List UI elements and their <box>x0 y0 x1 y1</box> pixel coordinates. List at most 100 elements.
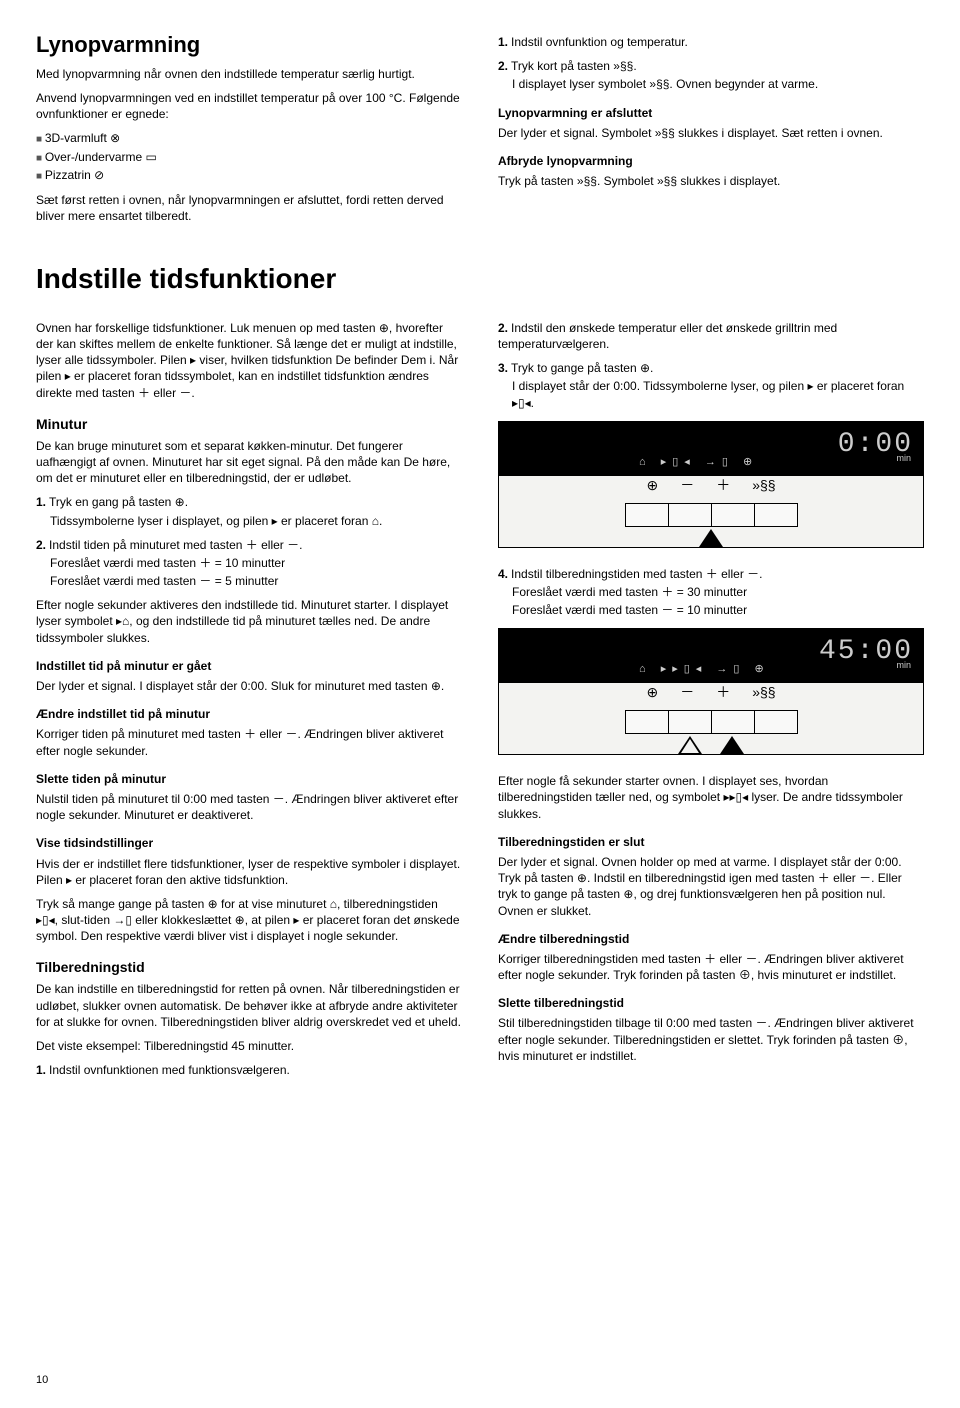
button[interactable] <box>669 711 712 733</box>
step-num: 3. <box>498 361 508 375</box>
step-sub: Tidssymbolerne lyser i displayet, og pil… <box>50 513 462 529</box>
tilberedningstid-heading: Tilberedningstid <box>36 958 462 977</box>
arrow-indicators <box>699 529 723 547</box>
lynop-abort-heading: Afbryde lynopvarmning <box>498 153 924 169</box>
step-text: Tryk to gange på tasten ⊕. <box>511 361 653 375</box>
step-num: 2. <box>498 59 508 73</box>
arrow-indicators <box>678 736 744 754</box>
text: Der lyder et signal. Symbolet <box>498 126 655 140</box>
step-sub: I displayet står der 0:00. Tidssymbolern… <box>512 378 924 410</box>
minus-icon: － <box>680 476 694 495</box>
lynop-p2: Anvend lynopvarmningen ved en indstillet… <box>36 90 462 122</box>
tilb-steps-right-b: 4.Indstil tilberedningstiden med tasten … <box>498 566 924 619</box>
tidsfunktioner-title: Indstille tidsfunktioner <box>36 260 924 298</box>
minutur-change-heading: Ændre indstillet tid på minutur <box>36 706 462 722</box>
right-column: 2.Indstil den ønskede temperatur eller d… <box>498 316 924 1086</box>
button[interactable] <box>712 504 755 526</box>
lynop-p3: Sæt først retten i ovnen, når lynopvarmn… <box>36 192 462 224</box>
list-item: Over-/undervarme ▭ <box>36 149 462 166</box>
arrow-up-outline-icon <box>678 736 702 754</box>
step-1: 1.Tryk en gang på tasten ⊕. Tidssymboler… <box>36 494 462 528</box>
text: . Ovnen begynder at varme. <box>669 77 818 91</box>
tilb-steps-right-a: 2.Indstil den ønskede temperatur eller d… <box>498 320 924 411</box>
lynop-right: 1.Indstil ovnfunktion og temperatur. 2.T… <box>498 30 924 232</box>
panel-controls: ⊕ － ＋ »§§ <box>499 476 923 547</box>
lynop-done-text: Der lyder et signal. Symbolet »§§ slukke… <box>498 125 924 141</box>
step-text: Tryk en gang på tasten ⊕. <box>49 495 188 509</box>
minutur-elapsed-heading: Indstillet tid på minutur er gået <box>36 658 462 674</box>
button[interactable] <box>755 504 797 526</box>
heat-icon: »§§ <box>752 476 775 495</box>
plus-icon: ＋ <box>716 476 730 495</box>
step-2: 2.Indstil den ønskede temperatur eller d… <box>498 320 924 352</box>
tilb-steps-left: 1.Indstil ovnfunktionen med funktionsvæl… <box>36 1062 462 1078</box>
step-text: . <box>633 59 636 73</box>
fast-icon: »§§ <box>613 59 633 73</box>
step-text: Indstil den ønskede temperatur eller det… <box>498 321 837 351</box>
button[interactable] <box>626 711 669 733</box>
button-strip <box>625 503 798 527</box>
lynopvarmning-section: Lynopvarmning Med lynopvarmning når ovne… <box>36 30 924 232</box>
display-screen: 0:00 min ⌂ ▸▯◂ →▯ ⊕ <box>499 422 923 476</box>
text: slukkes i displayet. <box>677 174 780 188</box>
step-2: 2.Indstil tiden på minuturet med tasten … <box>36 537 462 590</box>
step-sub: I displayet lyser symbolet »§§. Ovnen be… <box>512 76 924 92</box>
step-text: Tryk kort på tasten <box>511 59 613 73</box>
tilb-delete-heading: Slette tilberedningstid <box>498 995 924 1011</box>
tids-intro: Ovnen har forskellige tidsfunktioner. Lu… <box>36 320 462 401</box>
button[interactable] <box>626 504 669 526</box>
text: Tryk på tasten <box>498 174 577 188</box>
step-num: 2. <box>498 321 508 335</box>
display-panel-2: 45:00 min ⌂ ▸▸▯◂ →▯ ⊕ ⊕ － ＋ »§§ <box>498 628 924 755</box>
minutur-delete-heading: Slette tiden på minutur <box>36 771 462 787</box>
list-item: 3D-varmluft ⊗ <box>36 130 462 147</box>
step-3: 3.Tryk to gange på tasten ⊕. I displayet… <box>498 360 924 411</box>
lynop-steps: 1.Indstil ovnfunktion og temperatur. 2.T… <box>498 34 924 93</box>
tilb-change-heading: Ændre tilberedningstid <box>498 931 924 947</box>
display-icons: ⌂ ▸▯◂ →▯ ⊕ <box>639 455 758 470</box>
lynop-list: 3D-varmluft ⊗ Over-/undervarme ▭ Pizzatr… <box>36 130 462 184</box>
step-2: 2.Tryk kort på tasten »§§. I displayet l… <box>498 58 924 92</box>
lynop-title: Lynopvarmning <box>36 30 462 60</box>
text: I displayet lyser symbolet <box>512 77 649 91</box>
step-sub: Foreslået værdi med tasten ＋ = 10 minutt… <box>50 555 462 571</box>
minutur-steps: 1.Tryk en gang på tasten ⊕. Tidssymboler… <box>36 494 462 589</box>
arrow-up-icon <box>699 529 723 547</box>
lynop-left: Lynopvarmning Med lynopvarmning når ovne… <box>36 30 462 232</box>
rcol-p3: Korriger tilberedningstiden med tasten ＋… <box>498 951 924 983</box>
minus-icon: － <box>680 683 694 702</box>
step-sub: Foreslået værdi med tasten － = 10 minutt… <box>512 602 924 618</box>
step-num: 2. <box>36 538 46 552</box>
step-text: Indstil ovnfunktionen med funktionsvælge… <box>49 1063 290 1077</box>
tilb-p1: De kan indstille en tilberedningstid for… <box>36 981 462 1030</box>
display-icons: ⌂ ▸▸▯◂ →▯ ⊕ <box>639 662 770 677</box>
minutur-show-heading: Vise tidsindstillinger <box>36 835 462 851</box>
display-min-label: min <box>896 659 911 671</box>
minutur-heading: Minutur <box>36 415 462 434</box>
lynop-done-heading: Lynopvarmning er afsluttet <box>498 105 924 121</box>
button[interactable] <box>712 711 755 733</box>
button-strip <box>625 710 798 734</box>
step-sub: Foreslået værdi med tasten － = 5 minutte… <box>50 573 462 589</box>
tidsfunktioner-body: Ovnen har forskellige tidsfunktioner. Lu… <box>36 316 924 1086</box>
lynop-p1: Med lynopvarmning når ovnen den indstill… <box>36 66 462 82</box>
step-sub: Foreslået værdi med tasten ＋ = 30 minutt… <box>512 584 924 600</box>
button[interactable] <box>669 504 712 526</box>
minutur-p5: Nulstil tiden på minuturet til 0:00 med … <box>36 791 462 823</box>
tilb-p2: Det viste eksempel: Tilberedningstid 45 … <box>36 1038 462 1054</box>
button[interactable] <box>755 711 797 733</box>
minutur-p1: De kan bruge minuturet som et separat kø… <box>36 438 462 487</box>
wave-icon: »§§ <box>655 126 675 140</box>
step-text: Indstil tiden på minuturet med tasten ＋ … <box>49 538 302 552</box>
left-column: Ovnen har forskellige tidsfunktioner. Lu… <box>36 316 462 1086</box>
step-text: Indstil ovnfunktion og temperatur. <box>511 35 688 49</box>
step-text: Indstil tilberedningstiden med tasten ＋ … <box>511 567 762 581</box>
step-num: 1. <box>36 495 46 509</box>
wave-icon: »§§ <box>649 77 669 91</box>
step-1: 1.Indstil ovnfunktion og temperatur. <box>498 34 924 50</box>
wave-icon: »§§ <box>657 174 677 188</box>
tilb-done-heading: Tilberedningstiden er slut <box>498 834 924 850</box>
text: . Symbolet <box>597 174 657 188</box>
clock-icon: ⊕ <box>646 476 658 495</box>
step-num: 1. <box>36 1063 46 1077</box>
